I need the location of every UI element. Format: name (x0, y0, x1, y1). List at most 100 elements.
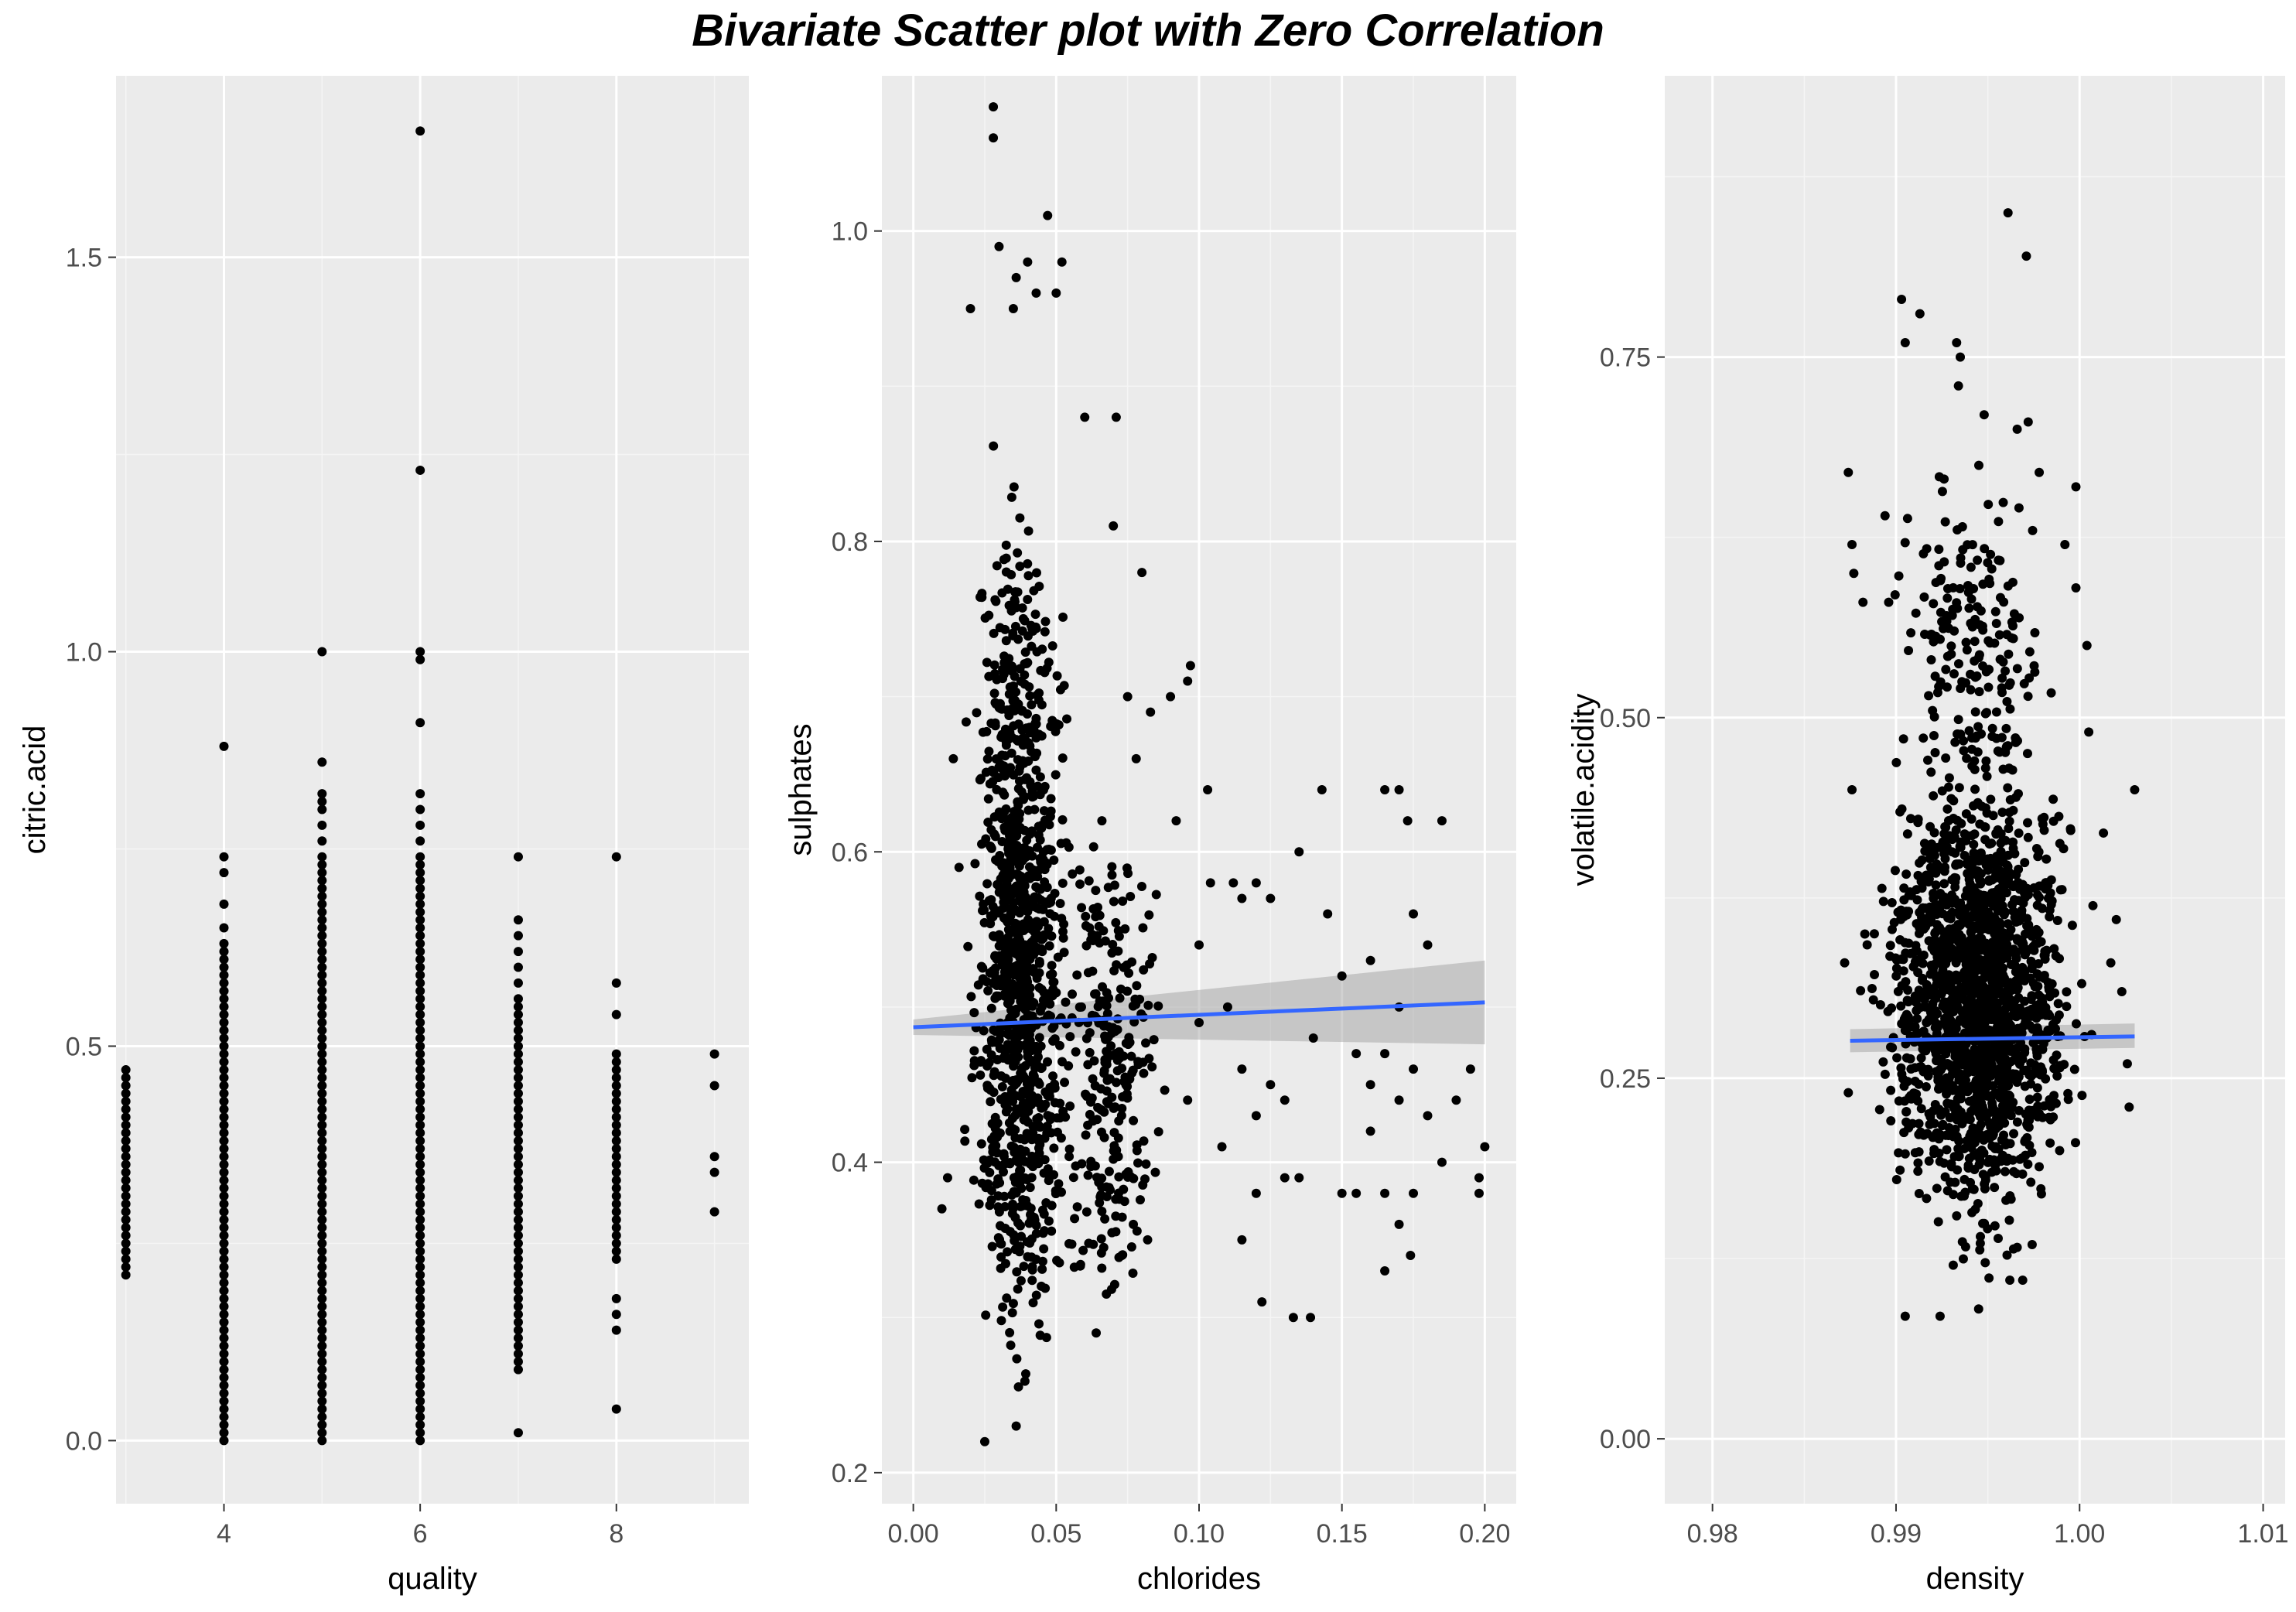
data-point (1078, 1245, 1088, 1255)
data-point (1409, 1064, 1419, 1074)
data-point (1956, 837, 1966, 847)
data-point (2001, 992, 2011, 1002)
data-point (2011, 917, 2021, 927)
data-point (415, 1341, 425, 1351)
data-point (1943, 1130, 1953, 1140)
data-point (1896, 1001, 1906, 1011)
data-point (317, 891, 327, 901)
data-point (1975, 1245, 1985, 1255)
data-point (1025, 777, 1035, 787)
data-point (2025, 1010, 2035, 1020)
data-point (415, 955, 425, 965)
data-point (948, 753, 958, 763)
data-point (1901, 1053, 1912, 1063)
data-point (982, 754, 993, 764)
data-point (1934, 1105, 1944, 1115)
data-point (513, 1002, 523, 1012)
data-point (415, 1412, 425, 1422)
data-point (1109, 521, 1119, 531)
data-point (1868, 995, 1878, 1005)
data-point (2002, 860, 2012, 870)
data-point (2001, 1092, 2011, 1102)
data-point (1029, 791, 1039, 801)
y-tick-label: 0.25 (1600, 1064, 1651, 1094)
data-point (1015, 1221, 1025, 1231)
data-point (1047, 931, 1057, 941)
data-point (2020, 1047, 2030, 1057)
data-point (1994, 1233, 2004, 1243)
data-point (1914, 1188, 1924, 1198)
data-point (1929, 791, 1939, 801)
data-point (1423, 1111, 1433, 1121)
data-point (1023, 657, 1033, 668)
data-point (1010, 1245, 1020, 1255)
data-point (2045, 1138, 2055, 1148)
data-point (1977, 1014, 1987, 1024)
data-point (2054, 1010, 2064, 1020)
data-point (1874, 1105, 1884, 1115)
data-point (1887, 924, 1897, 934)
data-point (1047, 961, 1057, 971)
data-point (2008, 1098, 2018, 1108)
data-point (999, 770, 1009, 780)
data-point (415, 718, 425, 728)
data-point (317, 1128, 327, 1138)
data-point (999, 657, 1010, 668)
data-point (317, 1412, 327, 1422)
data-point (611, 1081, 621, 1091)
data-point (1047, 969, 1057, 979)
data-point (1885, 951, 1895, 961)
data-point (1047, 1200, 1057, 1211)
data-point (1940, 1172, 1950, 1182)
data-point (1971, 1001, 1981, 1011)
data-point (317, 1167, 327, 1177)
data-point (415, 1246, 425, 1256)
data-point (1205, 878, 1215, 888)
data-point (1968, 1063, 1978, 1073)
data-point (219, 1136, 229, 1146)
data-point (1997, 683, 2007, 693)
data-point (2033, 1101, 2043, 1112)
data-point (2011, 949, 2021, 959)
data-point (2024, 647, 2035, 657)
data-point (415, 876, 425, 886)
data-point (219, 1009, 229, 1019)
data-point (2032, 1050, 2042, 1060)
data-point (1042, 1121, 1052, 1131)
data-point (989, 628, 999, 638)
data-point (513, 1065, 523, 1075)
data-point (611, 1246, 621, 1256)
data-point (1111, 412, 1121, 422)
data-point (513, 1175, 523, 1185)
data-point (1153, 1001, 1163, 1011)
data-point (513, 1357, 523, 1367)
data-point (415, 1136, 425, 1146)
data-point (1034, 688, 1044, 698)
data-point (1942, 593, 1953, 603)
data-point (415, 931, 425, 941)
data-point (1064, 1060, 1074, 1071)
data-point (1892, 1053, 1902, 1063)
data-point (1950, 1047, 1960, 1057)
data-point (1947, 907, 1957, 917)
data-point (1986, 549, 1996, 559)
data-point (1098, 996, 1109, 1006)
data-point (1016, 1231, 1027, 1241)
data-point (1956, 553, 1966, 563)
data-point (415, 1002, 425, 1012)
data-point (1968, 903, 1978, 913)
data-point (1105, 1185, 1116, 1195)
data-point (611, 978, 621, 988)
data-point (1886, 1042, 1896, 1052)
data-point (1006, 909, 1016, 919)
data-point (1858, 597, 1868, 607)
data-point (1294, 847, 1304, 857)
data-point (2005, 1275, 2015, 1285)
x-tick-label: 1.00 (2054, 1519, 2105, 1549)
data-point (1043, 210, 1053, 220)
data-point (994, 807, 1004, 817)
data-point (986, 841, 996, 851)
data-point (995, 1221, 1005, 1231)
data-point (513, 852, 523, 862)
data-point (219, 978, 229, 988)
